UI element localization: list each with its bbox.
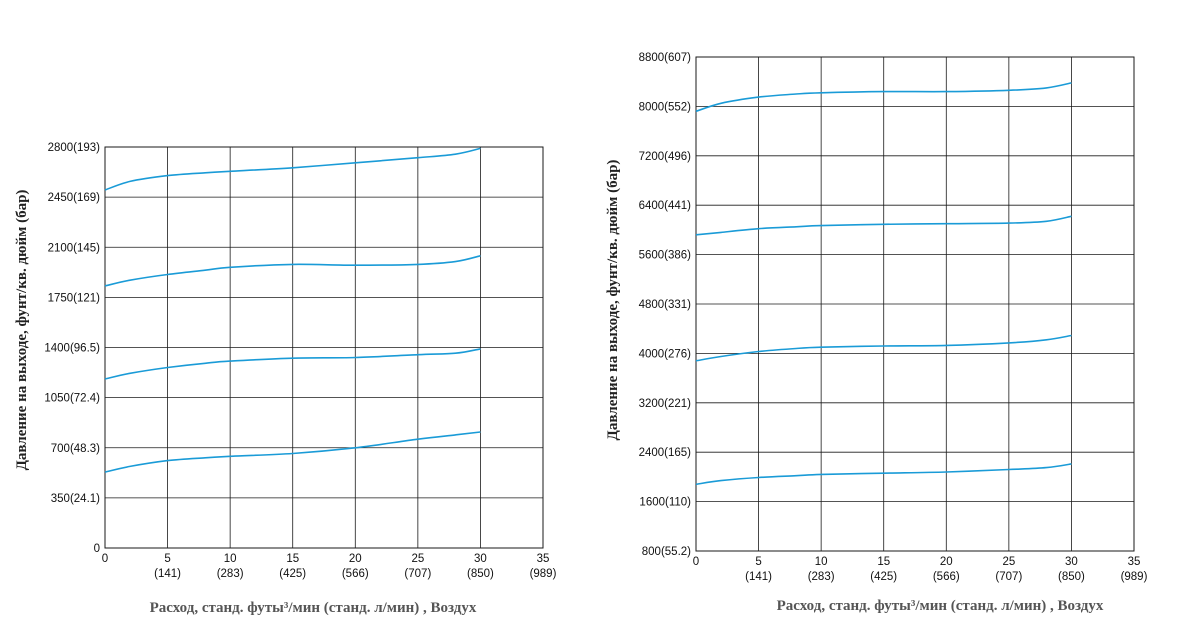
- x-tick-sublabel: (425): [279, 568, 306, 580]
- y-tick-label: 2100(145): [48, 242, 101, 254]
- y-tick-label: 700(48.3): [51, 443, 100, 455]
- x-tick-sublabel: (850): [467, 568, 494, 580]
- series-line-1: [104, 147, 481, 191]
- y-tick-label: 350(24.1): [51, 493, 100, 505]
- x-tick-label: 25: [411, 553, 424, 565]
- series-line-3: [695, 334, 1072, 362]
- y-tick-label: 1600(110): [639, 497, 691, 509]
- x-tick-label: 20: [349, 553, 362, 565]
- x-tick-label: 0: [102, 553, 108, 565]
- right-chart: 800(55.2) 1600(110) 2400(165) 3200(221) 4000…: [605, 52, 1148, 614]
- y-tick-label: 8800(607): [639, 52, 692, 64]
- y-tick-label: 2450(169): [48, 192, 101, 204]
- x-tick-label: 20: [940, 556, 953, 568]
- y-tick-label: 3200(221): [639, 398, 692, 410]
- y-tick-label: 6400(441): [639, 200, 692, 212]
- x-tick-label: 5: [755, 556, 761, 568]
- x-tick-label: 30: [1065, 556, 1078, 568]
- x-axis-title: Расход, станд. футы³/мин (станд. л/мин) …: [150, 600, 477, 616]
- series-line-1: [695, 82, 1072, 113]
- series-line-4: [695, 463, 1072, 486]
- x-tick-sublabel: (989): [1121, 571, 1148, 583]
- y-tick-label: 4800(331): [639, 299, 692, 311]
- x-tick-sublabel: (707): [995, 571, 1022, 583]
- y-axis-title: Давление на выходе, фунт/кв. дюйм (бар): [605, 160, 621, 441]
- y-tick-label: 5600(386): [639, 250, 692, 262]
- y-tick-label: 4000(276): [639, 348, 692, 360]
- x-tick-label: 0: [693, 556, 699, 568]
- y-tick-label: 2400(165): [639, 447, 692, 459]
- series-line-4: [104, 431, 481, 473]
- left-chart: 0 350(24.1) 700(48.3) 1050(72.4) 1400(96.5) 1…: [14, 142, 557, 616]
- x-tick-sublabel: (566): [342, 568, 369, 580]
- x-tick-label: 25: [1002, 556, 1015, 568]
- x-tick-label: 30: [474, 553, 487, 565]
- x-tick-label: 10: [224, 553, 237, 565]
- y-tick-label: 1050(72.4): [44, 393, 100, 405]
- x-tick-sublabel: (425): [870, 571, 897, 583]
- x-tick-label: 10: [815, 556, 828, 568]
- x-tick-sublabel: (707): [404, 568, 431, 580]
- series-line-2: [104, 255, 481, 287]
- x-tick-label: 35: [1128, 556, 1141, 568]
- y-tick-label: 800(55.2): [642, 546, 691, 558]
- y-axis-title: Давление на выходе, фунт/кв. дюйм (бар): [14, 190, 30, 471]
- x-tick-sublabel: (141): [745, 571, 772, 583]
- y-tick-label: 1400(96.5): [44, 343, 100, 355]
- x-tick-label: 15: [286, 553, 299, 565]
- y-tick-label: 7200(496): [639, 151, 692, 163]
- series-line-3: [104, 348, 481, 380]
- x-tick-label: 15: [877, 556, 890, 568]
- x-axis-title: Расход, станд. футы³/мин (станд. л/мин) …: [777, 598, 1104, 614]
- y-tick-label: 2800(193): [48, 142, 101, 154]
- x-tick-sublabel: (989): [530, 568, 557, 580]
- x-tick-sublabel: (850): [1058, 571, 1085, 583]
- y-tick-label: 1750(121): [48, 292, 101, 304]
- x-tick-sublabel: (141): [154, 568, 181, 580]
- x-tick-sublabel: (283): [808, 571, 835, 583]
- y-tick-label: 8000(552): [639, 101, 692, 113]
- x-tick-label: 5: [164, 553, 170, 565]
- y-tick-label: 0: [94, 543, 100, 555]
- x-tick-sublabel: (283): [217, 568, 244, 580]
- x-tick-sublabel: (566): [933, 571, 960, 583]
- x-tick-label: 35: [537, 553, 550, 565]
- series-line-2: [695, 215, 1072, 236]
